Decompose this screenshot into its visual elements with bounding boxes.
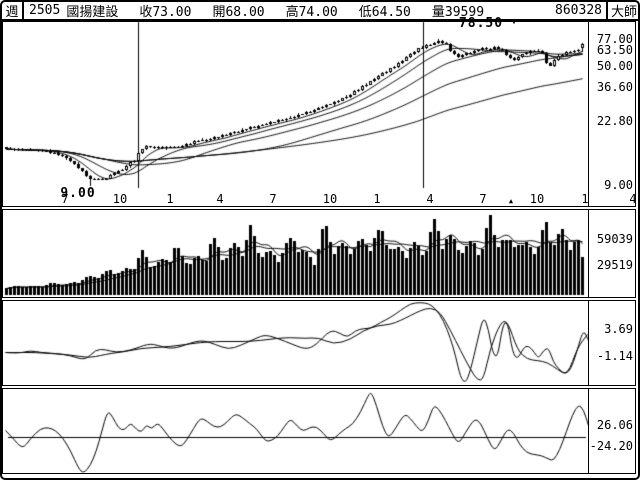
app-name-box[interactable]: 大師 bbox=[606, 2, 638, 20]
price-axis-column bbox=[588, 22, 635, 206]
oscillator-axis-column bbox=[588, 389, 635, 473]
price-panel bbox=[2, 21, 636, 207]
title-bar: 週 2505 國揚建設 收73.00 開68.00 高74.00 低64.50 … bbox=[2, 2, 638, 21]
quote-date: 860328 bbox=[555, 3, 602, 18]
period-label: 週 bbox=[5, 5, 19, 20]
stock-name: 國揚建設 bbox=[66, 5, 119, 20]
macd-axis-column bbox=[588, 301, 635, 385]
stock-code: 2505 bbox=[29, 3, 61, 18]
volume-panel bbox=[2, 209, 636, 298]
period-box[interactable]: 週 bbox=[2, 2, 24, 20]
app-name: 大師 bbox=[610, 5, 637, 20]
macd-panel bbox=[2, 300, 636, 386]
volume-quote: 量39599 bbox=[431, 5, 485, 20]
low-quote: 低64.50 bbox=[358, 5, 411, 20]
volume-axis-column bbox=[588, 210, 635, 297]
high-quote: 高74.00 bbox=[285, 5, 338, 20]
oscillator-panel bbox=[2, 388, 636, 474]
close-quote: 收73.00 bbox=[139, 5, 192, 20]
open-quote: 開68.00 bbox=[212, 5, 265, 20]
